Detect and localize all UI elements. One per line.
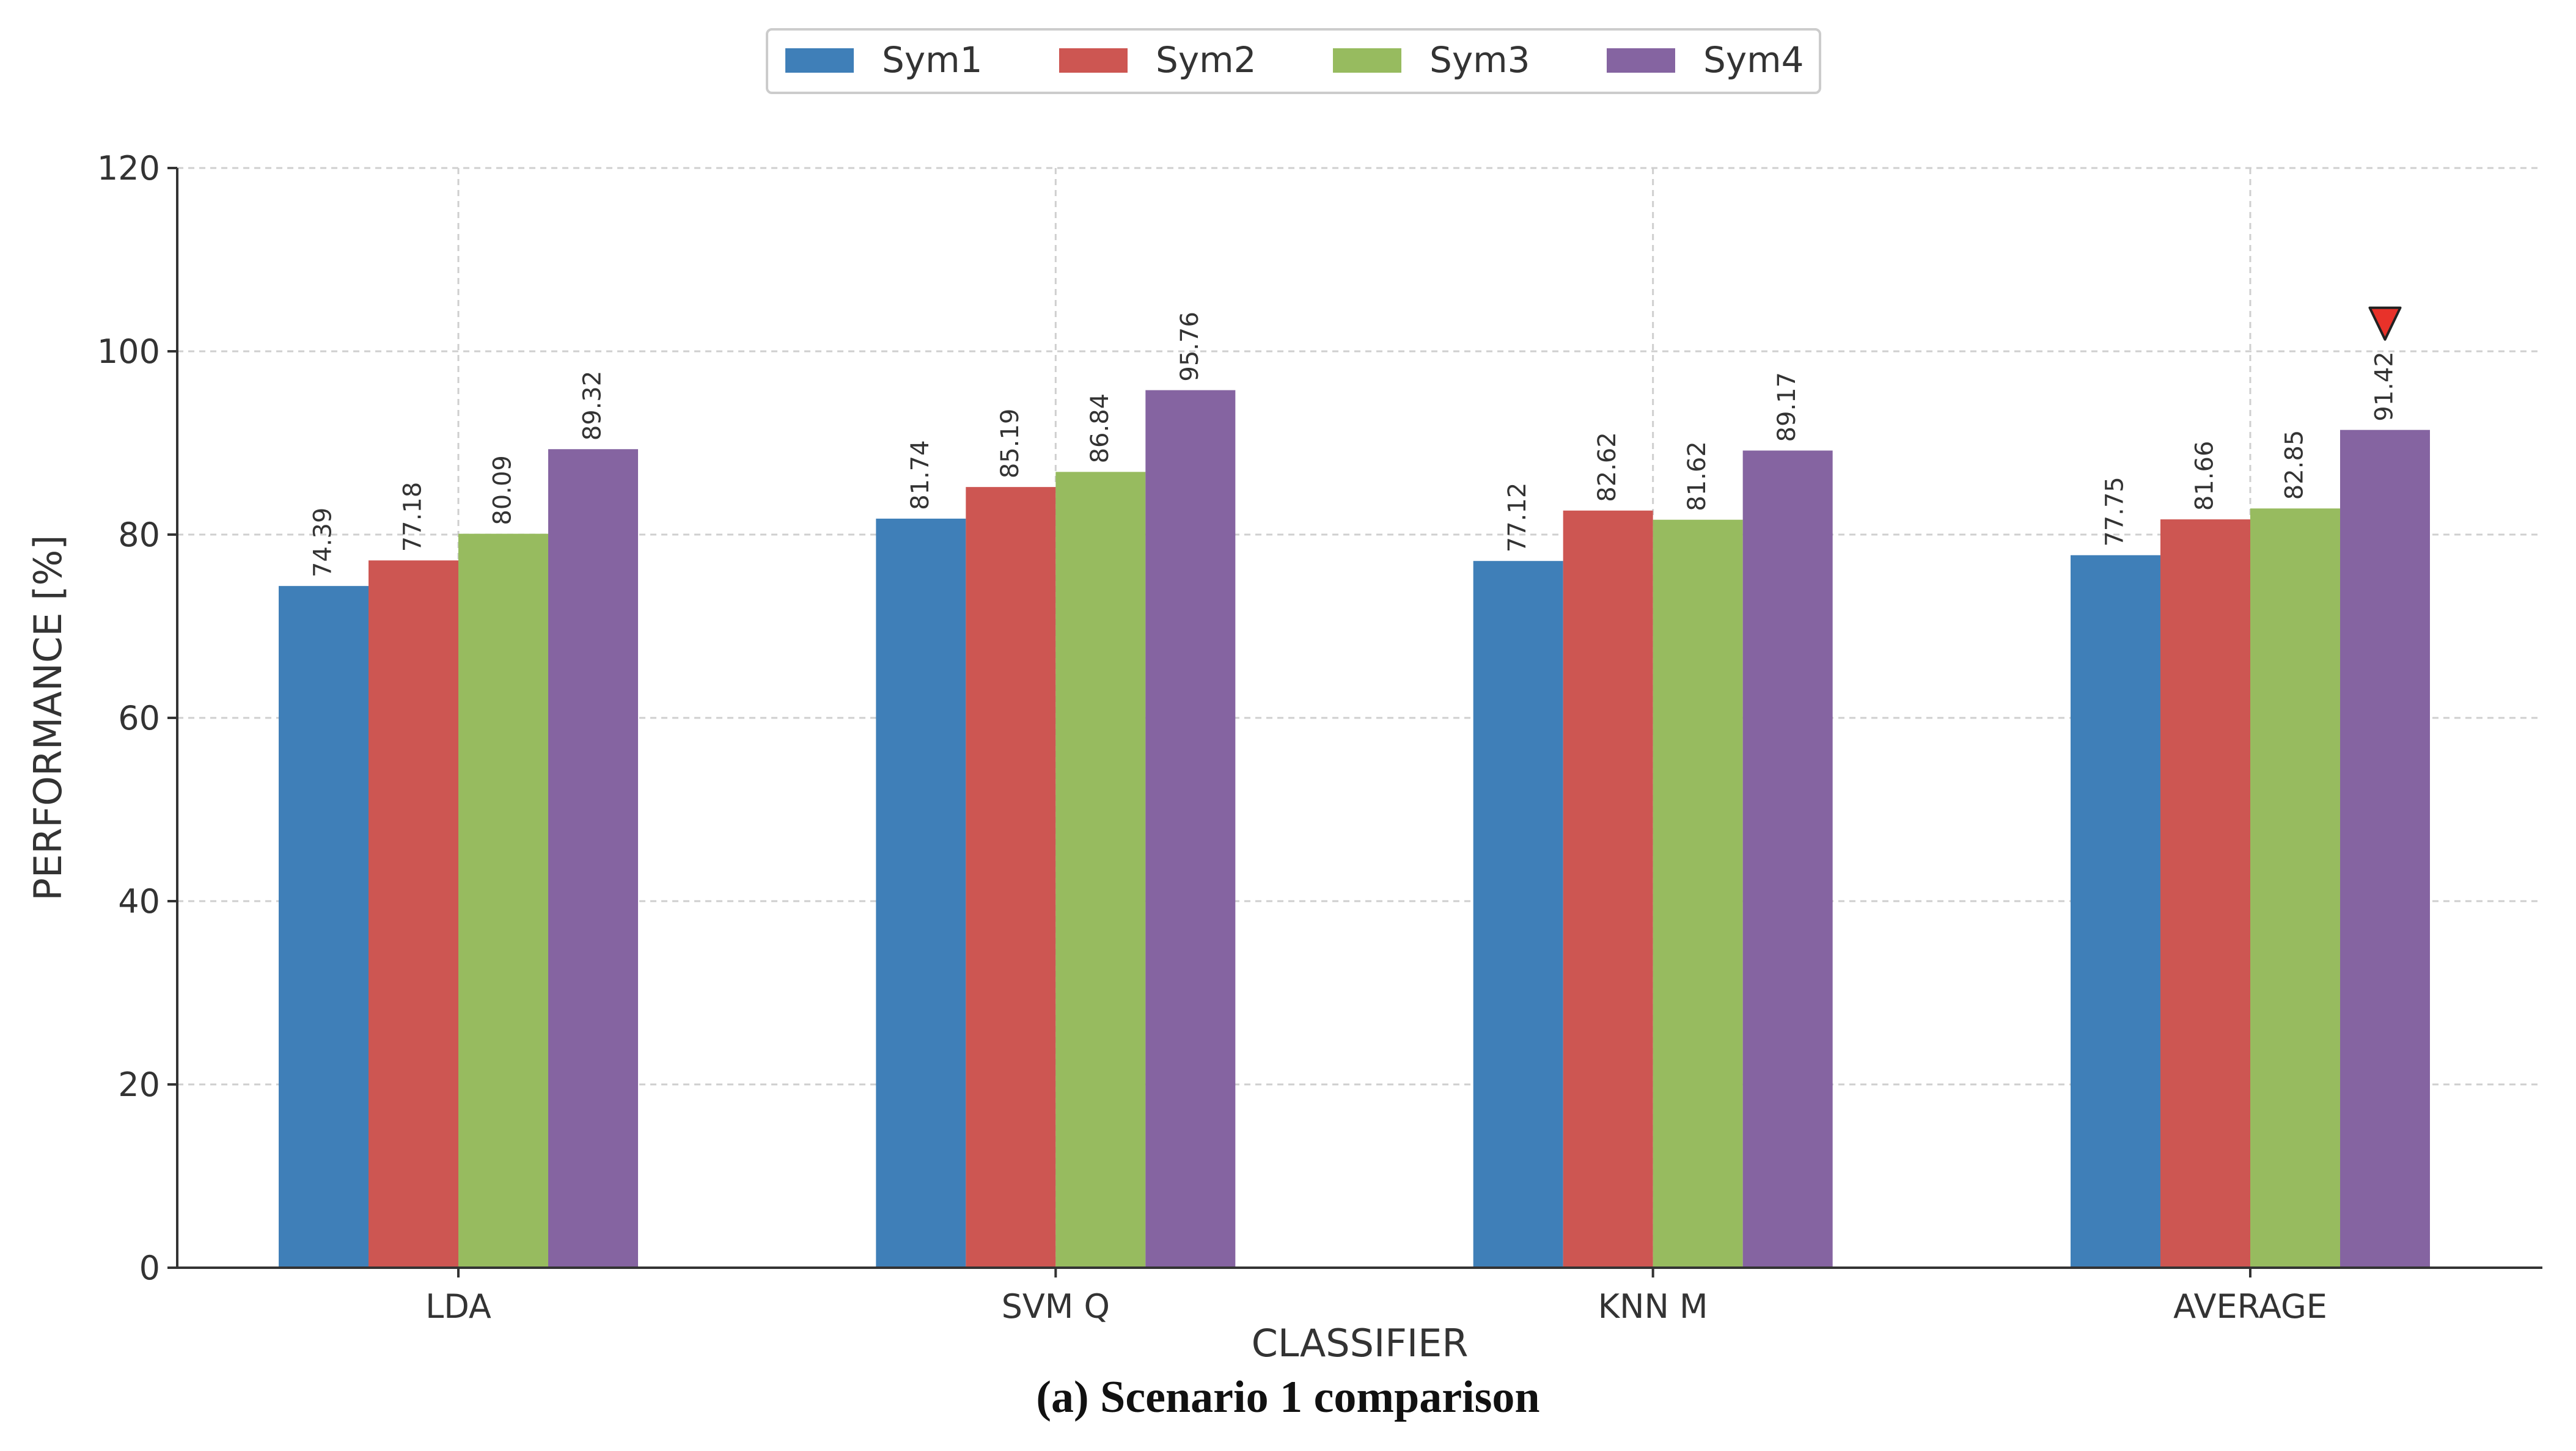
bar-sym1 <box>1473 561 1563 1268</box>
legend-swatch-sym1 <box>785 48 854 73</box>
value-label: 81.66 <box>2191 441 2219 511</box>
down-triangle-marker <box>2368 306 2402 341</box>
bar-sym3 <box>1653 519 1743 1268</box>
bar-sym3 <box>2250 508 2340 1268</box>
bar-marks <box>279 390 2430 1268</box>
value-label: 89.32 <box>579 371 607 441</box>
value-label: 91.42 <box>2371 351 2399 422</box>
x-axis-title: CLASSIFIER <box>1252 1321 1469 1365</box>
legend-swatch-sym4 <box>1607 48 1675 73</box>
value-label: 77.75 <box>2101 477 2129 547</box>
bar-sym2 <box>2160 519 2250 1268</box>
legend-label: Sym1 <box>882 39 983 81</box>
bar-sym4 <box>548 449 638 1268</box>
bar-sym4 <box>1742 450 1833 1268</box>
y-tick-label: 0 <box>139 1249 160 1287</box>
bar-sym1 <box>876 518 966 1268</box>
value-label: 81.74 <box>906 440 934 510</box>
bar-sym1 <box>2071 555 2160 1268</box>
legend-swatch-sym3 <box>1333 48 1401 73</box>
value-label: 82.62 <box>1593 432 1621 502</box>
y-tick-labels: 0 20 40 60 80 100 120 <box>97 149 177 1287</box>
legend-label: Sym2 <box>1156 39 1257 81</box>
legend-label: Sym4 <box>1703 39 1804 81</box>
x-tick-labels: LDA SVM Q KNN M AVERAGE <box>425 1268 2327 1326</box>
figure-caption: (a) Scenario 1 comparison <box>1036 1372 1540 1422</box>
bar-sym3 <box>1055 472 1146 1268</box>
x-tick-label: AVERAGE <box>2173 1287 2327 1326</box>
y-tick-label: 100 <box>97 332 160 371</box>
y-tick-label: 20 <box>118 1065 160 1104</box>
highlight-marker <box>2368 306 2402 341</box>
value-label: 95.76 <box>1176 312 1204 382</box>
bar-sym2 <box>369 560 458 1268</box>
value-label: 80.09 <box>489 455 517 525</box>
legend-swatch-sym2 <box>1059 48 1128 73</box>
bar-sym2 <box>1563 510 1653 1268</box>
y-tick-label: 80 <box>118 516 160 554</box>
y-tick-label: 120 <box>97 149 160 188</box>
legend-label: Sym3 <box>1429 39 1530 81</box>
value-label: 77.12 <box>1503 483 1532 553</box>
value-label: 74.39 <box>309 508 337 578</box>
bar-sym4 <box>2340 429 2430 1268</box>
value-label: 89.17 <box>1773 372 1801 442</box>
legend-frame <box>766 28 1821 94</box>
y-axis-title: PERFORMANCE [%] <box>26 535 70 901</box>
x-tick-label: KNN M <box>1598 1287 1708 1326</box>
bar-sym2 <box>966 487 1056 1268</box>
value-label: 81.62 <box>1683 441 1711 511</box>
bar-sym4 <box>1145 390 1236 1268</box>
bar-sym1 <box>279 586 369 1268</box>
value-label: 85.19 <box>996 409 1024 479</box>
value-label: 77.18 <box>399 482 427 552</box>
y-tick-label: 40 <box>118 882 160 921</box>
legend: Sym1 Sym2 Sym3 Sym4 <box>766 28 1821 94</box>
x-tick-label: SVM Q <box>1002 1287 1110 1326</box>
value-labels: 74.39 81.74 77.12 77.75 77.18 85.19 82.62 81.66… <box>309 312 2399 577</box>
x-tick-label: LDA <box>425 1287 491 1326</box>
value-label: 82.85 <box>2281 430 2309 500</box>
y-tick-label: 60 <box>118 699 160 737</box>
bar-sym3 <box>458 533 548 1268</box>
value-label: 86.84 <box>1086 393 1114 464</box>
